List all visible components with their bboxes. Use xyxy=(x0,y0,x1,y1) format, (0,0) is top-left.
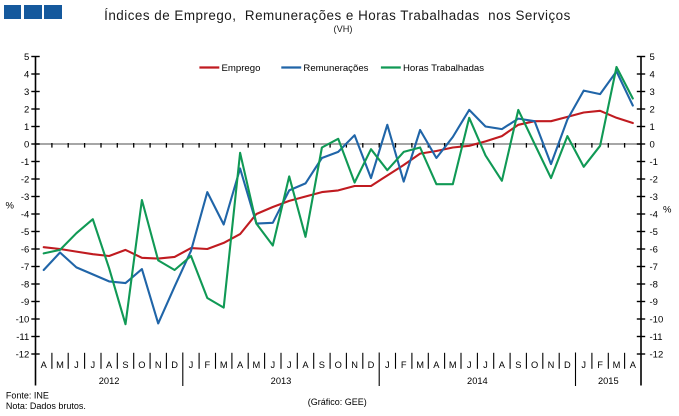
svg-text:-2: -2 xyxy=(650,174,658,185)
svg-text:-7: -7 xyxy=(21,262,29,273)
svg-text:A: A xyxy=(237,360,244,370)
svg-text:-6: -6 xyxy=(21,244,29,255)
svg-text:-7: -7 xyxy=(650,262,658,273)
svg-text:-3: -3 xyxy=(21,192,29,203)
svg-text:S: S xyxy=(319,360,325,370)
svg-text:M: M xyxy=(416,360,424,370)
svg-text:J: J xyxy=(581,360,586,370)
svg-text:Remunerações: Remunerações xyxy=(303,63,368,74)
svg-text:-9: -9 xyxy=(21,297,29,308)
svg-text:%: % xyxy=(663,205,672,216)
svg-text:Nota: Dados brutos.: Nota: Dados brutos. xyxy=(6,401,86,411)
svg-text:J: J xyxy=(483,360,488,370)
svg-text:M: M xyxy=(56,360,64,370)
svg-text:-4: -4 xyxy=(650,209,658,220)
svg-text:M: M xyxy=(253,360,261,370)
svg-text:D: D xyxy=(564,360,571,370)
svg-text:Fonte: INE: Fonte: INE xyxy=(6,391,49,401)
svg-text:N: N xyxy=(548,360,555,370)
svg-text:F: F xyxy=(204,360,210,370)
svg-text:O: O xyxy=(531,360,538,370)
svg-text:2013: 2013 xyxy=(271,376,292,386)
svg-text:-11: -11 xyxy=(16,332,29,343)
svg-text:F: F xyxy=(597,360,603,370)
svg-text:-5: -5 xyxy=(21,227,29,238)
svg-text:4: 4 xyxy=(650,69,655,80)
svg-text:Horas Trabalhadas: Horas Trabalhadas xyxy=(403,63,484,74)
svg-text:J: J xyxy=(74,360,79,370)
svg-text:2015: 2015 xyxy=(598,376,619,386)
svg-text:1: 1 xyxy=(24,122,29,133)
svg-text:5: 5 xyxy=(24,52,29,63)
svg-text:J: J xyxy=(189,360,194,370)
svg-text:4: 4 xyxy=(24,69,29,80)
svg-text:A: A xyxy=(630,360,637,370)
svg-text:-10: -10 xyxy=(650,314,664,325)
svg-text:A: A xyxy=(499,360,506,370)
svg-text:-12: -12 xyxy=(16,349,30,360)
svg-text:(Gráfico: GEE): (Gráfico: GEE) xyxy=(308,397,367,407)
svg-text:M: M xyxy=(613,360,621,370)
svg-text:0: 0 xyxy=(24,139,29,150)
svg-text:J: J xyxy=(287,360,292,370)
svg-text:-1: -1 xyxy=(21,157,29,168)
svg-text:-12: -12 xyxy=(650,349,664,360)
svg-text:J: J xyxy=(90,360,95,370)
svg-text:A: A xyxy=(106,360,113,370)
svg-text:0: 0 xyxy=(650,139,655,150)
svg-text:-8: -8 xyxy=(21,279,29,290)
svg-text:-5: -5 xyxy=(650,227,658,238)
svg-text:D: D xyxy=(368,360,375,370)
svg-text:-2: -2 xyxy=(21,174,29,185)
svg-text:J: J xyxy=(270,360,275,370)
svg-text:A: A xyxy=(41,360,48,370)
svg-text:%: % xyxy=(6,201,15,212)
svg-text:2: 2 xyxy=(24,104,29,115)
svg-text:-4: -4 xyxy=(21,209,29,220)
svg-text:S: S xyxy=(122,360,128,370)
svg-text:3: 3 xyxy=(24,87,29,98)
svg-text:-8: -8 xyxy=(650,279,658,290)
svg-text:2012: 2012 xyxy=(99,376,120,386)
svg-text:J: J xyxy=(385,360,390,370)
svg-text:A: A xyxy=(302,360,309,370)
svg-text:M: M xyxy=(449,360,457,370)
svg-text:F: F xyxy=(401,360,407,370)
svg-text:-11: -11 xyxy=(650,332,663,343)
svg-text:2: 2 xyxy=(650,104,655,115)
svg-text:-10: -10 xyxy=(16,314,30,325)
svg-text:Emprego: Emprego xyxy=(222,63,261,74)
svg-text:J: J xyxy=(467,360,472,370)
svg-text:A: A xyxy=(433,360,440,370)
svg-text:O: O xyxy=(335,360,342,370)
svg-text:-6: -6 xyxy=(650,244,658,255)
svg-text:M: M xyxy=(220,360,228,370)
svg-text:-9: -9 xyxy=(650,297,658,308)
svg-text:S: S xyxy=(515,360,521,370)
svg-text:N: N xyxy=(155,360,162,370)
svg-text:3: 3 xyxy=(650,87,655,98)
svg-text:N: N xyxy=(351,360,358,370)
svg-text:-3: -3 xyxy=(650,192,658,203)
svg-text:O: O xyxy=(138,360,145,370)
svg-text:2014: 2014 xyxy=(467,376,488,386)
svg-text:-1: -1 xyxy=(650,157,658,168)
svg-text:D: D xyxy=(171,360,178,370)
svg-text:1: 1 xyxy=(650,122,655,133)
svg-text:5: 5 xyxy=(650,52,655,63)
